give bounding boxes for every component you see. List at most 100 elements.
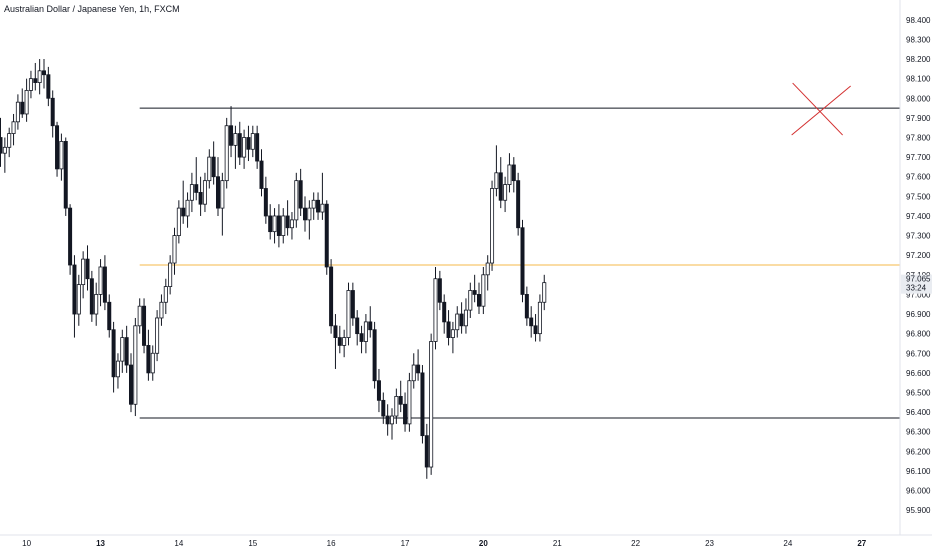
- candle-body: [424, 435, 429, 468]
- candle: [76, 274, 81, 326]
- candle-body: [176, 207, 181, 236]
- candle: [198, 176, 203, 216]
- candle: [302, 196, 307, 232]
- candle-body: [72, 264, 77, 315]
- candle: [337, 325, 342, 354]
- price-tick-label: 96.200: [906, 447, 931, 456]
- candle-body: [337, 337, 342, 346]
- candle: [68, 204, 73, 275]
- candle: [189, 172, 194, 213]
- candle: [294, 172, 299, 228]
- price-tick-label: 98.400: [906, 16, 931, 25]
- candle: [181, 180, 186, 224]
- candle: [137, 298, 142, 334]
- candle: [0, 117, 3, 167]
- candle: [394, 388, 399, 424]
- time-tick-label: 13: [96, 539, 105, 548]
- candle-body: [411, 364, 416, 382]
- price-tick-label: 97.900: [906, 114, 931, 123]
- price-tick-label: 95.900: [906, 506, 931, 515]
- candle-body: [455, 313, 460, 331]
- candle-body: [302, 207, 307, 221]
- candle: [490, 180, 495, 271]
- candle: [272, 208, 277, 244]
- candle: [150, 345, 155, 381]
- cross-marker-stroke: [792, 82, 844, 136]
- candle: [524, 286, 529, 326]
- candle: [207, 149, 212, 189]
- time-axis[interactable]: 10131415161720212223242728: [22, 539, 932, 548]
- candle-body: [59, 141, 64, 170]
- candle: [520, 219, 525, 303]
- candle: [529, 306, 534, 338]
- time-tick-label: 23: [705, 539, 714, 548]
- candle-body: [389, 415, 394, 425]
- candle: [259, 149, 264, 197]
- candle: [55, 121, 60, 177]
- time-tick-label: 27: [857, 539, 866, 548]
- price-tick-label: 98.100: [906, 75, 931, 84]
- candle: [455, 306, 460, 338]
- candle-body: [346, 290, 351, 338]
- candle: [194, 157, 199, 201]
- candle: [229, 106, 234, 158]
- candle: [450, 321, 455, 354]
- candle-body: [229, 125, 234, 146]
- candle-body: [490, 188, 495, 264]
- candle: [268, 204, 273, 240]
- candle: [433, 266, 438, 350]
- candle-body: [137, 305, 142, 327]
- candle: [163, 278, 168, 315]
- candle: [20, 88, 25, 118]
- candle: [250, 125, 255, 158]
- candle-body: [442, 301, 447, 323]
- candle-body: [107, 301, 112, 331]
- candle: [363, 314, 368, 354]
- candle: [28, 70, 33, 99]
- plot-area[interactable]: [0, 59, 900, 479]
- cross-marker-stroke: [791, 85, 851, 136]
- candle-body: [524, 294, 529, 319]
- candle-body: [89, 278, 94, 315]
- candle-body: [224, 125, 229, 182]
- candle: [37, 59, 42, 95]
- candle-body: [307, 207, 312, 221]
- candle: [176, 200, 181, 244]
- candle: [403, 392, 408, 432]
- candle: [381, 392, 386, 424]
- candle-body: [220, 180, 225, 209]
- candle: [81, 251, 86, 299]
- candle-body: [385, 415, 390, 425]
- candle: [389, 408, 394, 440]
- candle-body: [516, 180, 521, 229]
- candle-body: [68, 207, 73, 266]
- candle-body: [211, 156, 216, 178]
- candle: [311, 192, 316, 220]
- price-axis[interactable]: 98.400 98.300 98.200 98.100 98.000 97.900 97.8…: [906, 16, 931, 515]
- candle: [398, 380, 403, 413]
- candle-body: [215, 176, 220, 209]
- candle-body: [168, 262, 173, 287]
- candle: [224, 117, 229, 189]
- candle-body: [163, 286, 168, 303]
- candle: [372, 321, 377, 389]
- candle-body: [494, 172, 499, 189]
- candle-body: [37, 70, 42, 83]
- price-tick-label: 96.500: [906, 389, 931, 398]
- price-tick-label: 96.600: [906, 369, 931, 378]
- candle-body: [372, 329, 377, 382]
- candle: [115, 353, 120, 389]
- candle: [220, 172, 225, 236]
- candle: [42, 59, 47, 89]
- candle-body: [520, 227, 525, 295]
- candle: [142, 298, 147, 354]
- candle-body: [42, 70, 47, 76]
- candle: [89, 270, 94, 322]
- candle-body: [289, 219, 294, 229]
- candle-body: [102, 266, 107, 303]
- cross-marker[interactable]: [791, 82, 851, 136]
- price-tick-label: 96.000: [906, 487, 931, 496]
- candle: [333, 314, 338, 369]
